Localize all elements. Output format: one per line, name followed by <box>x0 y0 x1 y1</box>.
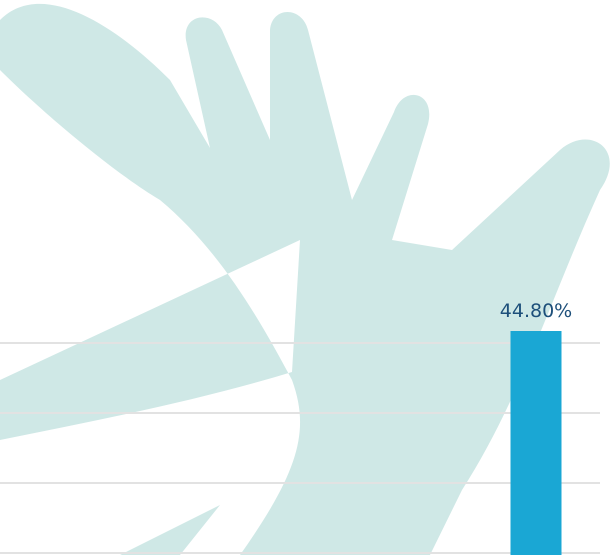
bar-value-label-0: 44.80% <box>500 300 572 322</box>
gridlines <box>0 342 600 554</box>
bars <box>510 331 562 555</box>
data-labels: 44.80% <box>500 300 572 322</box>
bar-0 <box>510 331 562 555</box>
hand-watermark-icon <box>0 3 610 555</box>
